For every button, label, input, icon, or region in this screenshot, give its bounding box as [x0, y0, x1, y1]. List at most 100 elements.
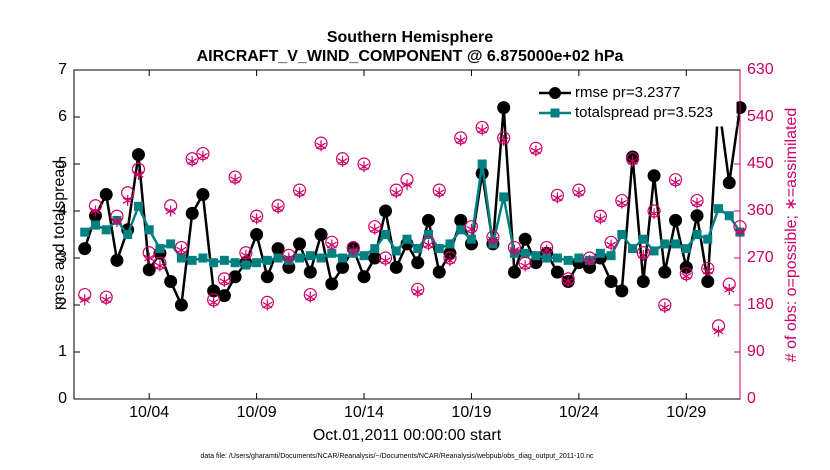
circle-marker	[722, 176, 736, 190]
asterisk-marker	[455, 135, 466, 146]
y-tick-label: 3	[58, 249, 67, 266]
asterisk-marker	[509, 244, 520, 256]
y-tick-label: 7	[58, 61, 67, 78]
asterisk-marker	[380, 255, 391, 267]
square-marker	[681, 244, 691, 254]
asterisk-marker	[348, 244, 359, 256]
asterisk-marker	[401, 179, 413, 191]
y2-tick-label: 360	[747, 202, 774, 219]
y-tick-label: 5	[58, 155, 67, 172]
circle-marker	[99, 188, 113, 202]
asterisk-marker	[681, 270, 692, 282]
asterisk-marker	[133, 168, 144, 180]
square-marker	[724, 211, 734, 221]
circle-marker	[518, 232, 532, 246]
y-tick-label: 6	[58, 108, 67, 125]
circle-marker	[336, 260, 350, 274]
circle-marker	[174, 298, 188, 312]
asterisk-marker	[144, 252, 155, 264]
square-marker	[434, 244, 444, 254]
asterisk-marker	[573, 187, 584, 199]
asterisk-marker	[520, 260, 531, 272]
x-tick-label: 10/24	[559, 404, 599, 421]
square-marker	[413, 244, 423, 254]
circle-marker	[432, 265, 446, 279]
square-marker	[649, 246, 659, 256]
asterisk-marker	[154, 260, 165, 272]
asterisk-marker	[187, 155, 198, 167]
asterisk-marker	[724, 283, 735, 295]
legend-label: rmse pr=3.2377	[575, 84, 680, 101]
asterisk-marker	[563, 276, 574, 287]
square-marker	[381, 230, 391, 239]
asterisk-marker	[273, 202, 284, 214]
circle-marker	[389, 260, 403, 274]
circle-marker	[636, 275, 650, 288]
square-marker	[359, 251, 369, 261]
square-marker	[456, 225, 466, 235]
asterisk-marker	[111, 215, 123, 227]
circle-marker	[647, 169, 661, 183]
circle-marker	[164, 275, 178, 288]
asterisk-marker	[219, 276, 230, 287]
square-marker	[671, 239, 681, 249]
asterisk-marker	[434, 187, 445, 199]
circle-marker	[507, 265, 521, 279]
square-marker	[499, 192, 509, 202]
y-tick-label: 1	[58, 343, 67, 360]
asterisk-marker	[101, 294, 112, 306]
legend-box	[534, 79, 737, 127]
circle-marker	[131, 148, 145, 162]
asterisk-marker	[391, 187, 402, 199]
y-tick-label: 2	[58, 296, 67, 313]
square-marker	[155, 244, 165, 254]
x-tick-label: 10/04	[129, 404, 169, 421]
circle-marker	[142, 263, 156, 277]
asterisk-marker	[530, 145, 541, 157]
square-marker	[166, 239, 176, 249]
asterisk-marker	[423, 239, 434, 251]
circle-marker	[293, 237, 307, 251]
asterisk-marker	[691, 197, 703, 209]
y2-tick-label: 270	[747, 249, 774, 266]
y-axis-label: rmse and totalspread	[51, 160, 68, 310]
chart-title: Southern Hemisphere	[327, 29, 493, 46]
circle-marker	[357, 270, 371, 284]
legend-marker	[550, 108, 560, 118]
y2-tick-label: 0	[747, 390, 756, 407]
circle-marker	[78, 242, 92, 256]
square-marker	[241, 260, 251, 270]
asterisk-marker	[230, 174, 241, 186]
asterisk-marker	[165, 205, 176, 217]
asterisk-marker	[369, 223, 380, 235]
asterisk-marker	[595, 213, 606, 225]
y-tick-label: 0	[58, 390, 67, 407]
asterisk-marker	[659, 302, 670, 314]
square-marker	[606, 251, 616, 261]
square-marker	[638, 234, 648, 244]
circle-marker	[196, 188, 210, 202]
asterisk-marker	[305, 291, 316, 303]
square-marker	[574, 253, 584, 263]
asterisk-marker	[197, 150, 208, 162]
circle-marker	[228, 270, 242, 284]
asterisk-marker	[606, 239, 617, 251]
asterisk-marker	[702, 265, 713, 277]
asterisk-marker	[498, 135, 509, 146]
asterisk-marker	[541, 244, 552, 256]
x-axis-label: Oct.01,2011 00:00:00 start	[313, 427, 502, 444]
asterisk-marker	[208, 296, 219, 308]
circle-marker	[271, 242, 285, 256]
circle-marker	[185, 206, 199, 220]
asterisk-marker	[616, 197, 627, 209]
square-marker	[423, 230, 433, 239]
footnote: data file: /Users/gharamti/Documents/NCA…	[200, 453, 594, 460]
square-marker	[563, 255, 573, 265]
square-marker	[198, 253, 208, 263]
square-marker	[552, 253, 562, 263]
square-marker	[595, 248, 605, 258]
square-marker	[703, 234, 713, 244]
asterisk-marker	[477, 124, 488, 136]
y2-tick-label: 90	[747, 343, 765, 360]
